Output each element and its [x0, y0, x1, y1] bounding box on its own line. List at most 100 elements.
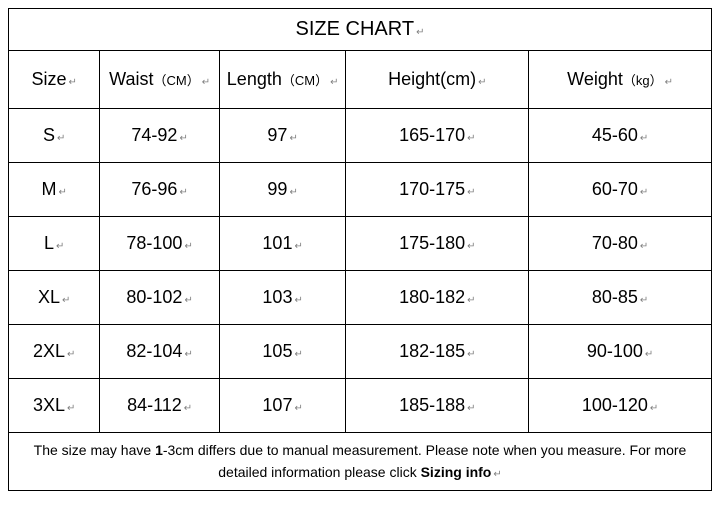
cell-value: 182-185 [399, 341, 465, 361]
table-cell: 182-185↵ [346, 325, 529, 379]
table-body: S↵74-92↵97↵165-170↵45-60↵M↵76-96↵99↵170-… [9, 109, 712, 433]
return-mark-icon: ↵ [640, 133, 648, 144]
table-cell: 180-182↵ [346, 271, 529, 325]
return-mark-icon: ↵ [62, 295, 70, 306]
table-cell: L↵ [9, 217, 100, 271]
table-cell: 84-112↵ [100, 379, 220, 433]
footer-text-pre: The size may have [34, 442, 155, 458]
col-header-height: Height(cm)↵ [346, 51, 529, 109]
table-cell: 2XL↵ [9, 325, 100, 379]
table-cell: 70-80↵ [529, 217, 712, 271]
return-mark-icon: ↵ [467, 133, 475, 144]
table-row: M↵76-96↵99↵170-175↵60-70↵ [9, 163, 712, 217]
return-mark-icon: ↵ [58, 187, 66, 198]
table-cell: 82-104↵ [100, 325, 220, 379]
cell-value: 101 [262, 233, 292, 253]
return-mark-icon: ↵ [294, 349, 302, 360]
table-title: SIZE CHART [296, 18, 415, 40]
col-label: Size [31, 69, 66, 89]
cell-value: XL [38, 287, 60, 307]
cell-value: 84-112 [127, 395, 182, 415]
return-mark-icon: ↵ [416, 27, 424, 38]
return-mark-icon: ↵ [467, 403, 475, 414]
cell-value: 76-96 [131, 179, 177, 199]
return-mark-icon: ↵ [478, 77, 486, 88]
table-cell: 101↵ [219, 217, 346, 271]
footer-bold1: 1 [155, 442, 163, 458]
table-cell: 175-180↵ [346, 217, 529, 271]
table-cell: M↵ [9, 163, 100, 217]
cell-value: 185-188 [399, 395, 465, 415]
col-label: Length [227, 69, 282, 89]
cell-value: 82-104 [126, 341, 182, 361]
return-mark-icon: ↵ [330, 77, 338, 88]
table-cell: 45-60↵ [529, 109, 712, 163]
table-row: L↵78-100↵101↵175-180↵70-80↵ [9, 217, 712, 271]
return-mark-icon: ↵ [467, 187, 475, 198]
return-mark-icon: ↵ [179, 187, 187, 198]
return-mark-icon: ↵ [289, 133, 297, 144]
return-mark-icon: ↵ [202, 77, 210, 88]
footer-bold2: Sizing info [421, 464, 492, 480]
return-mark-icon: ↵ [57, 133, 65, 144]
cell-value: M [41, 179, 56, 199]
cell-value: S [43, 125, 55, 145]
return-mark-icon: ↵ [67, 403, 75, 414]
cell-value: 78-100 [126, 233, 182, 253]
cell-value: 100-120 [582, 395, 648, 415]
table-cell: 170-175↵ [346, 163, 529, 217]
col-unit: （CM） [282, 73, 328, 88]
table-cell: XL↵ [9, 271, 100, 325]
return-mark-icon: ↵ [467, 295, 475, 306]
return-mark-icon: ↵ [294, 403, 302, 414]
table-cell: 185-188↵ [346, 379, 529, 433]
table-cell: 78-100↵ [100, 217, 220, 271]
table-cell: 107↵ [219, 379, 346, 433]
col-unit: （CM） [153, 73, 199, 88]
cell-value: 45-60 [592, 125, 638, 145]
table-cell: 3XL↵ [9, 379, 100, 433]
cell-value: 70-80 [592, 233, 638, 253]
table-row: XL↵80-102↵103↵180-182↵80-85↵ [9, 271, 712, 325]
table-row: S↵74-92↵97↵165-170↵45-60↵ [9, 109, 712, 163]
table-title-cell: SIZE CHART↵ [9, 9, 712, 51]
cell-value: 60-70 [592, 179, 638, 199]
return-mark-icon: ↵ [69, 77, 77, 88]
table-cell: 105↵ [219, 325, 346, 379]
cell-value: 180-182 [399, 287, 465, 307]
table-cell: 80-85↵ [529, 271, 712, 325]
return-mark-icon: ↵ [184, 241, 192, 252]
col-unit: （kg） [623, 73, 663, 88]
return-mark-icon: ↵ [56, 241, 64, 252]
cell-value: 74-92 [131, 125, 177, 145]
table-footer-row: The size may have 1-3cm differs due to m… [9, 433, 712, 491]
return-mark-icon: ↵ [467, 349, 475, 360]
table-cell: 60-70↵ [529, 163, 712, 217]
table-cell: 165-170↵ [346, 109, 529, 163]
cell-value: 175-180 [399, 233, 465, 253]
cell-value: 165-170 [399, 125, 465, 145]
return-mark-icon: ↵ [493, 469, 501, 480]
return-mark-icon: ↵ [640, 187, 648, 198]
cell-value: 97 [267, 125, 287, 145]
table-title-row: SIZE CHART↵ [9, 9, 712, 51]
cell-value: 105 [262, 341, 292, 361]
col-label: Height(cm) [388, 69, 476, 89]
cell-value: 80-102 [126, 287, 182, 307]
table-cell: S↵ [9, 109, 100, 163]
table-header-row: Size↵ Waist（CM）↵ Length（CM）↵ Height(cm)↵… [9, 51, 712, 109]
return-mark-icon: ↵ [179, 133, 187, 144]
return-mark-icon: ↵ [640, 241, 648, 252]
cell-value: 80-85 [592, 287, 638, 307]
table-footer-cell: The size may have 1-3cm differs due to m… [9, 433, 712, 491]
table-cell: 103↵ [219, 271, 346, 325]
cell-value: 103 [262, 287, 292, 307]
cell-value: 99 [267, 179, 287, 199]
return-mark-icon: ↵ [645, 349, 653, 360]
col-header-size: Size↵ [9, 51, 100, 109]
return-mark-icon: ↵ [184, 295, 192, 306]
table-cell: 80-102↵ [100, 271, 220, 325]
col-label: Weight [567, 69, 623, 89]
cell-value: 170-175 [399, 179, 465, 199]
cell-value: L [44, 233, 54, 253]
